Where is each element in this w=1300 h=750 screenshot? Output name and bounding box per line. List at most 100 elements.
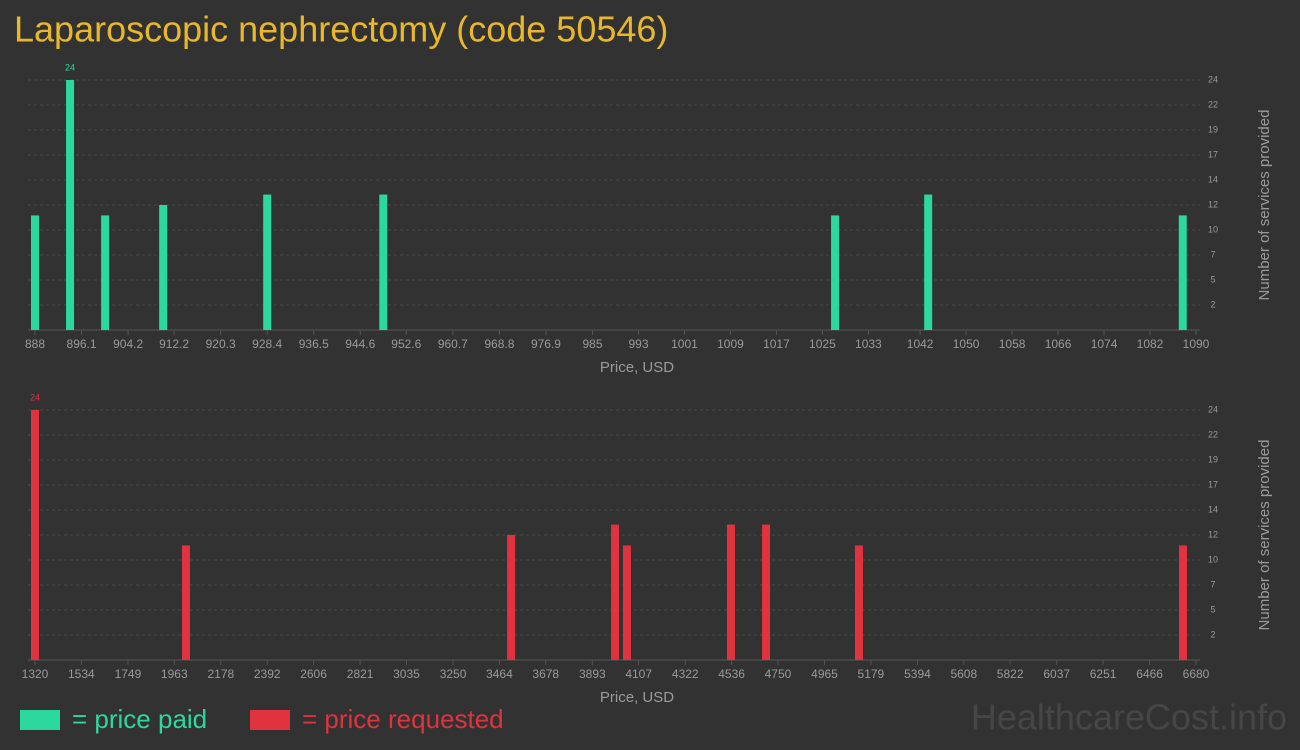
x-tick-label: 5822: [997, 667, 1024, 681]
x-tick-label: 2606: [300, 667, 327, 681]
y-tick-label: 19: [1208, 124, 1218, 134]
y-tick-label: 10: [1208, 554, 1218, 564]
bar: [622, 545, 631, 660]
x-tick-label: 6466: [1136, 667, 1163, 681]
x-tick-label: 2392: [254, 667, 281, 681]
x-tick-label: 1074: [1091, 337, 1118, 351]
bar: [31, 215, 39, 330]
legend-swatch: [20, 710, 60, 730]
x-tick-label: 1025: [809, 337, 836, 351]
y-axis-label: Number of services provided: [1256, 110, 1273, 301]
bar: [507, 535, 516, 660]
x-tick-label: 993: [628, 337, 648, 351]
x-tick-label: 952.6: [391, 337, 421, 351]
x-tick-label: 920.3: [206, 337, 236, 351]
y-tick-label: 17: [1208, 479, 1218, 489]
x-tick-label: 904.2: [113, 337, 143, 351]
x-tick-label: 6037: [1043, 667, 1070, 681]
x-tick-label: 1009: [717, 337, 744, 351]
x-tick-label: 3893: [579, 667, 606, 681]
bar: [1179, 545, 1188, 660]
bar: [831, 215, 840, 330]
x-tick-label: 1042: [907, 337, 934, 351]
x-tick-label: 5608: [950, 667, 977, 681]
bar: [611, 524, 620, 660]
x-tick-label: 1017: [763, 337, 790, 351]
bar: [31, 410, 39, 660]
y-tick-label: 7: [1210, 579, 1215, 589]
bar: [379, 194, 388, 330]
bar: [762, 524, 771, 660]
y-tick-label: 5: [1210, 604, 1215, 614]
x-tick-label: 4965: [811, 667, 838, 681]
x-tick-label: 3464: [486, 667, 513, 681]
y-tick-label: 10: [1208, 224, 1218, 234]
x-tick-label: 2821: [347, 667, 374, 681]
x-tick-label: 1058: [999, 337, 1026, 351]
y-tick-label: 14: [1208, 174, 1218, 184]
x-tick-label: 4536: [718, 667, 745, 681]
x-tick-label: 4750: [765, 667, 792, 681]
bar: [1178, 215, 1187, 330]
x-tick-label: 1534: [68, 667, 95, 681]
x-tick-label: 968.8: [484, 337, 514, 351]
legend-label: = price requested: [302, 704, 504, 734]
x-tick-label: 4322: [672, 667, 699, 681]
y-tick-label: 24: [1208, 74, 1218, 84]
y-tick-label: 12: [1208, 199, 1218, 209]
y-tick-label: 2: [1210, 629, 1215, 639]
x-tick-label: 1066: [1045, 337, 1072, 351]
bar: [181, 545, 190, 660]
data-label: 24: [65, 62, 75, 72]
x-tick-label: 912.2: [159, 337, 189, 351]
x-tick-label: 1090: [1183, 337, 1210, 351]
x-tick-label: 1001: [671, 337, 698, 351]
x-tick-label: 976.9: [531, 337, 561, 351]
x-tick-label: 1082: [1137, 337, 1164, 351]
y-tick-label: 17: [1208, 149, 1218, 159]
bar: [101, 215, 110, 330]
y-tick-label: 22: [1208, 429, 1218, 439]
legend-label: = price paid: [72, 704, 207, 734]
x-tick-label: 1033: [855, 337, 882, 351]
x-tick-label: 3035: [393, 667, 420, 681]
y-axis-label: Number of services provided: [1256, 440, 1273, 631]
y-tick-label: 24: [1208, 404, 1218, 414]
y-tick-label: 2: [1210, 299, 1215, 309]
bar: [854, 545, 863, 660]
x-axis-label: Price, USD: [600, 689, 674, 706]
watermark: HealthcareCost.info: [971, 697, 1287, 738]
x-tick-label: 4107: [625, 667, 652, 681]
y-tick-label: 12: [1208, 529, 1218, 539]
page-title: Laparoscopic nephrectomy (code 50546): [14, 9, 668, 50]
x-tick-label: 1749: [115, 667, 142, 681]
x-axis-label: Price, USD: [600, 359, 674, 376]
x-tick-label: 6251: [1090, 667, 1117, 681]
x-tick-label: 1050: [953, 337, 980, 351]
x-tick-label: 5394: [904, 667, 931, 681]
y-tick-label: 19: [1208, 454, 1218, 464]
x-tick-label: 2178: [207, 667, 234, 681]
bar: [924, 194, 933, 330]
bar: [66, 80, 75, 330]
legend-swatch: [250, 710, 290, 730]
bar: [726, 524, 735, 660]
data-label: 24: [30, 392, 40, 402]
x-tick-label: 888: [25, 337, 45, 351]
x-tick-label: 944.6: [345, 337, 375, 351]
y-tick-label: 7: [1210, 249, 1215, 259]
x-tick-label: 896.1: [67, 337, 97, 351]
x-tick-label: 5179: [858, 667, 885, 681]
x-tick-label: 936.5: [299, 337, 329, 351]
bar: [159, 205, 168, 330]
y-tick-label: 22: [1208, 99, 1218, 109]
x-tick-label: 3678: [532, 667, 559, 681]
y-tick-label: 14: [1208, 504, 1218, 514]
x-tick-label: 1963: [161, 667, 188, 681]
x-tick-label: 960.7: [438, 337, 468, 351]
x-tick-label: 3250: [440, 667, 467, 681]
x-tick-label: 985: [582, 337, 602, 351]
x-tick-label: 1320: [22, 667, 49, 681]
x-tick-label: 6680: [1183, 667, 1210, 681]
